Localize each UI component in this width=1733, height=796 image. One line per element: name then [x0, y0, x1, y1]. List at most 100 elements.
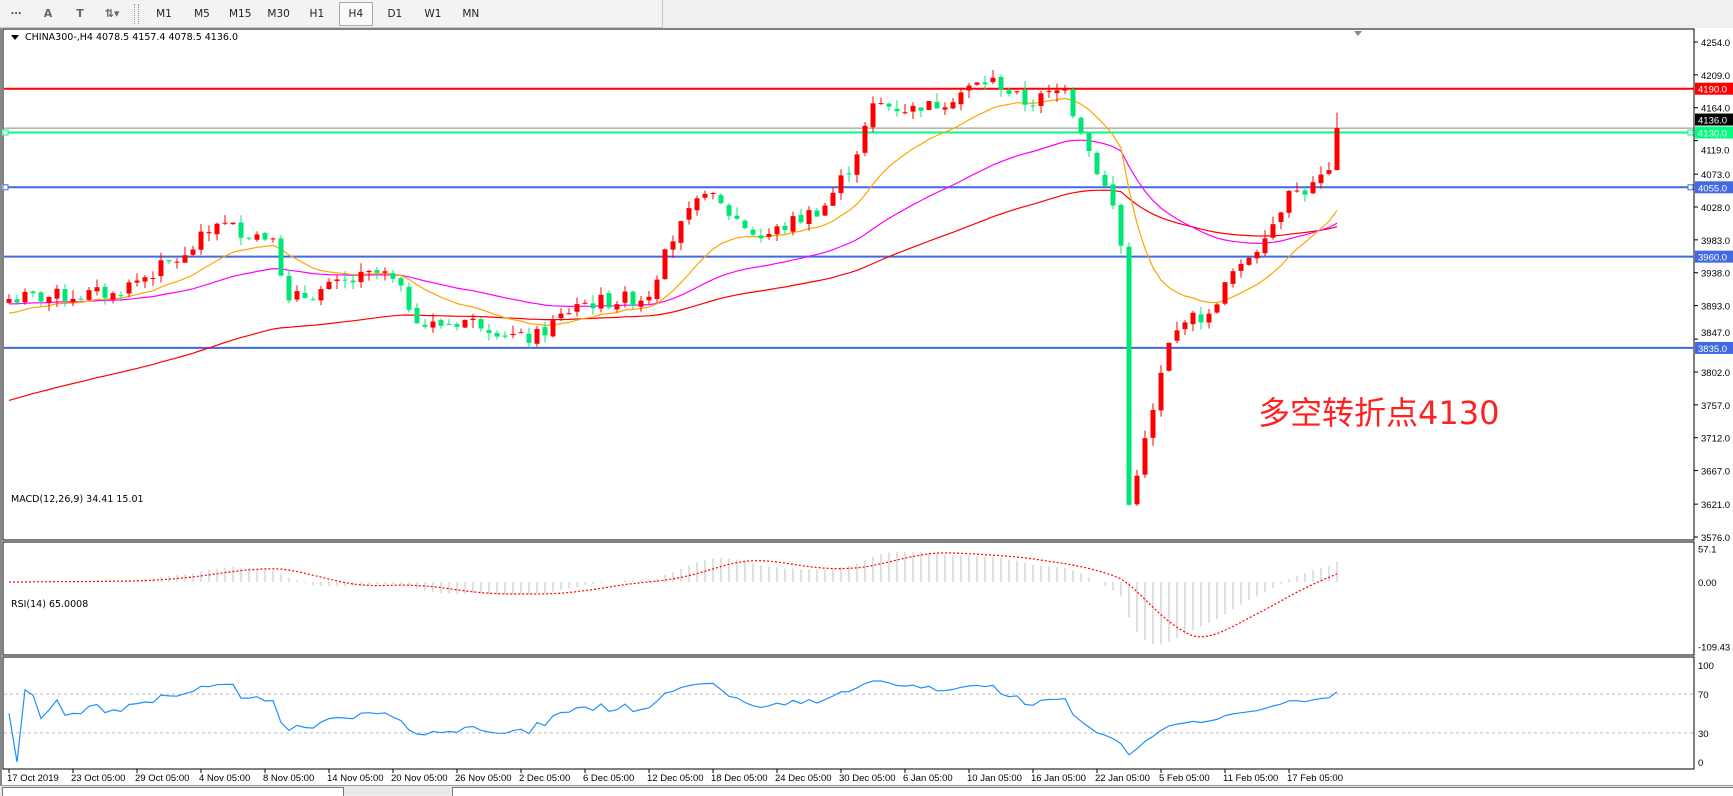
candle-body — [806, 210, 812, 225]
date-tick-label: 6 Jan 05:00 — [903, 773, 953, 784]
candle-body — [174, 261, 180, 263]
candle-body — [86, 290, 92, 300]
candle-body — [254, 234, 260, 240]
candle-body — [62, 289, 68, 301]
candle-body — [1062, 88, 1068, 91]
timeframe-d1[interactable]: D1 — [387, 7, 403, 20]
candle-body — [1014, 91, 1020, 93]
candle-body — [1102, 174, 1108, 186]
candle-body — [30, 291, 36, 294]
candle-body — [1126, 246, 1132, 505]
timeframe-h1[interactable]: H1 — [309, 7, 325, 20]
timeframe-m5[interactable]: M5 — [194, 7, 210, 20]
candle-body — [1046, 91, 1052, 93]
candle-body — [438, 320, 444, 326]
candle-body — [870, 103, 876, 128]
chart-tab[interactable] — [2, 787, 344, 796]
macd-tick-label: -109.43 — [1698, 643, 1730, 654]
candle-body — [614, 304, 620, 310]
crosshair-grid-icon[interactable]: ⋯ — [10, 7, 22, 20]
candle-body — [214, 223, 220, 235]
ma-slow-line — [8, 189, 1338, 401]
candle-body — [638, 300, 644, 307]
candle-body — [958, 92, 964, 105]
candle-body — [1262, 238, 1268, 254]
candle-body — [1190, 312, 1196, 325]
candle-body — [838, 175, 844, 194]
candle-body — [238, 222, 244, 238]
candle-body — [910, 105, 916, 112]
candle-body — [230, 222, 236, 225]
candle-body — [1182, 322, 1188, 330]
date-tick-label: 18 Dec 05:00 — [711, 773, 768, 784]
candle-body — [854, 154, 860, 175]
level-price-tag-label: 3835.0 — [1698, 344, 1727, 355]
timeframe-w1[interactable]: W1 — [424, 7, 442, 20]
timeframe-mn[interactable]: MN — [462, 7, 480, 20]
candle-body — [1030, 105, 1036, 107]
level-handle — [1687, 129, 1694, 136]
candle-body — [718, 195, 724, 204]
date-tick-label: 26 Nov 05:00 — [455, 773, 512, 784]
ma-mid-line — [8, 139, 1338, 308]
timeframe-m1[interactable]: M1 — [156, 7, 172, 20]
date-tick-label: 24 Dec 05:00 — [775, 773, 832, 784]
candle-body — [446, 324, 452, 326]
candle-body — [486, 330, 492, 334]
date-tick-label: 17 Oct 2019 — [7, 773, 59, 784]
candle-body — [1150, 409, 1156, 438]
candle-body — [102, 286, 108, 298]
date-tick-label: 10 Jan 05:00 — [967, 773, 1022, 784]
candle-body — [734, 215, 740, 219]
candle-body — [334, 279, 340, 282]
price-tick-label: 3621.0 — [1701, 500, 1730, 511]
arrows-tool-icon[interactable]: ⇅▾ — [104, 7, 120, 20]
candle-body — [518, 332, 524, 334]
candle-body — [1142, 438, 1148, 475]
candle-body — [262, 233, 268, 240]
candle-body — [1134, 475, 1140, 505]
candle-body — [942, 107, 948, 110]
candle-body — [1294, 190, 1300, 192]
candle-body — [574, 304, 580, 312]
price-tick-label: 4254.0 — [1701, 38, 1730, 49]
candle-body — [430, 321, 436, 328]
timeframe-h4[interactable]: H4 — [338, 1, 373, 26]
candle-body — [966, 85, 972, 91]
chart-annotation[interactable]: 多空转折点4130 — [1258, 394, 1500, 432]
date-tick-label: 20 Nov 05:00 — [391, 773, 448, 784]
candle-body — [118, 295, 124, 297]
candle-body — [1078, 117, 1084, 133]
chart-window[interactable]: 4254.0 4209.0 4164.0 4119.0 4073.0 4028.0 3983… — [0, 28, 1733, 785]
candle-body — [726, 205, 732, 216]
candle-body — [894, 108, 900, 112]
candle-body — [1238, 263, 1244, 271]
chart-tab[interactable] — [452, 787, 1733, 796]
dropdown-triangle-icon[interactable] — [11, 35, 19, 40]
date-tick-label: 6 Dec 05:00 — [583, 773, 634, 784]
price-tick-label: 3712.0 — [1701, 434, 1730, 445]
candle-body — [1222, 282, 1228, 304]
candle-body — [310, 299, 316, 301]
text-tool-icon[interactable]: A — [43, 7, 53, 20]
candle-body — [366, 270, 372, 273]
candle-body — [598, 294, 604, 309]
candle-body — [862, 125, 868, 153]
timeframe-m15[interactable]: M15 — [229, 7, 252, 20]
candle-body — [654, 279, 660, 299]
date-tick-label: 12 Dec 05:00 — [647, 773, 704, 784]
level-price-tag — [1695, 82, 1733, 95]
level-price-tag-label: 4055.0 — [1698, 183, 1727, 194]
candle-body — [758, 235, 764, 239]
candle-body — [150, 277, 156, 279]
price-tick-label: 3757.0 — [1701, 401, 1730, 412]
candle-body — [1246, 257, 1252, 265]
symbol-ohlc: CHINA300-,H4 4078.5 4157.4 4078.5 4136.0 — [25, 32, 238, 43]
symbol-info: CHINA300-,H4 4078.5 4157.4 4078.5 4136.0 — [11, 32, 238, 43]
candle-body — [350, 280, 356, 283]
chart-canvas[interactable]: 4254.0 4209.0 4164.0 4119.0 4073.0 4028.0 3983… — [2, 28, 1733, 785]
timeframe-m30[interactable]: M30 — [267, 7, 290, 20]
text-label-tool-icon[interactable]: T — [76, 7, 84, 20]
level-price-tag — [1695, 181, 1733, 194]
candle-body — [702, 193, 708, 198]
